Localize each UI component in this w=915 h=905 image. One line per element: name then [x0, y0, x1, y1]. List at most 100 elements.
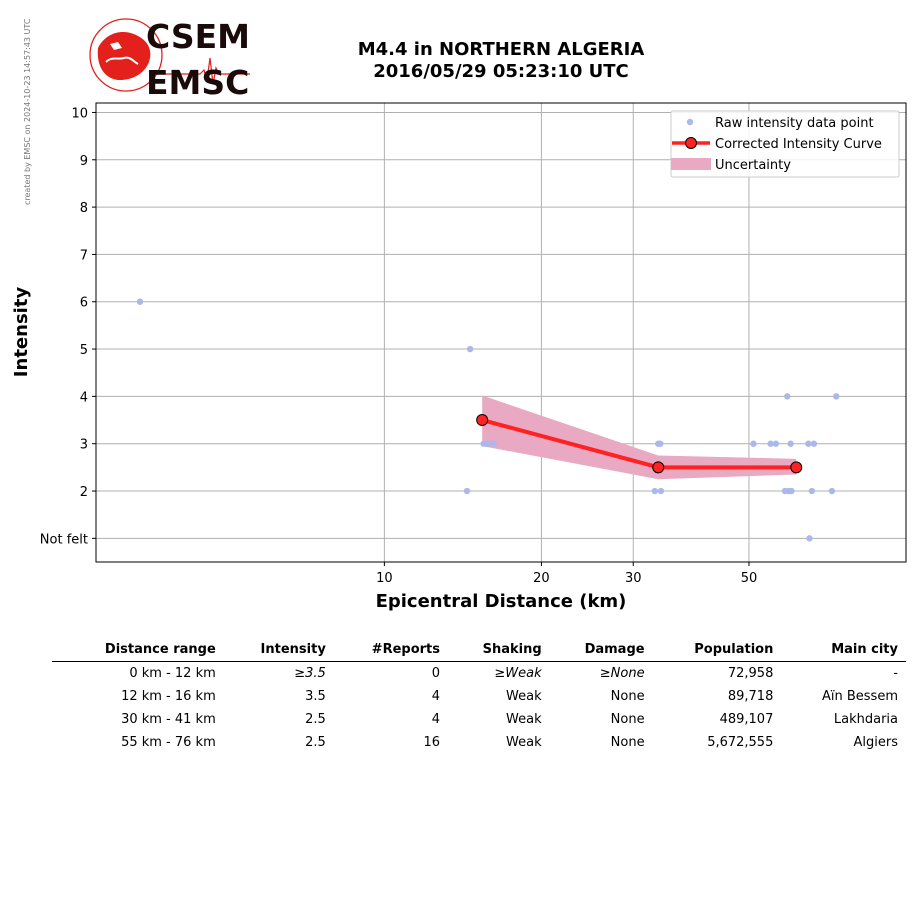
cell-range: 30 km - 41 km [121, 712, 216, 727]
cell-reports: 0 [431, 666, 440, 681]
corrected-curve-point [652, 461, 665, 474]
cell-intensity: 3.5 [305, 689, 326, 704]
raw-data-point [833, 393, 840, 400]
cell-reports: 16 [423, 735, 440, 750]
header-shaking: Shaking [448, 640, 550, 662]
x-tick-label: 30 [625, 571, 642, 586]
raw-data-point [806, 535, 813, 542]
cell-city: Lakhdaria [833, 712, 898, 727]
legend: Raw intensity data point Corrected Inten… [670, 110, 900, 178]
cell-shaking: Weak [506, 689, 542, 704]
cell-population: 89,718 [727, 689, 774, 704]
legend-uncertainty-swatch [671, 158, 711, 170]
cell-shaking: ≥Weak [494, 666, 542, 681]
cell-city: Algiers [853, 735, 898, 750]
plot-frame [95, 102, 907, 563]
y-tick-label: 10 [71, 106, 88, 121]
header-distance-range: Distance range [52, 640, 224, 662]
cell-intensity: ≥3.5 [294, 666, 326, 681]
raw-data-point [490, 440, 497, 447]
cell-population: 5,672,555 [707, 735, 774, 750]
table-row: 55 km - 76 km 2.5 16 Weak None 5,672,555… [52, 731, 906, 754]
legend-curve-label: Corrected Intensity Curve [715, 137, 882, 152]
raw-data-point [787, 440, 794, 447]
legend-raw-label: Raw intensity data point [715, 116, 874, 131]
raw-data-point [828, 487, 836, 495]
cell-damage: None [610, 735, 645, 750]
header-main-city: Main city [781, 640, 906, 662]
y-tick-label: Not felt [40, 532, 88, 547]
corrected-curve-point [790, 461, 803, 474]
y-tick-label: 3 [80, 438, 88, 453]
logo-text-top: CSEM [146, 18, 250, 56]
cell-range: 55 km - 76 km [121, 735, 216, 750]
x-axis-label: Epicentral Distance (km) [376, 591, 627, 612]
y-tick-label: 6 [80, 296, 88, 311]
table-row: 12 km - 16 km 3.5 4 Weak None 89,718 Aïn… [52, 685, 906, 708]
intensity-curve-layer [476, 414, 803, 474]
logo-text-bottom: EMSC [146, 63, 249, 98]
header-population: Population [652, 640, 782, 662]
cell-city: - [893, 666, 898, 681]
legend-uncertainty-label: Uncertainty [715, 158, 791, 173]
raw-data-point [810, 440, 818, 447]
cell-population: 489,107 [719, 712, 774, 727]
y-tick-label: 8 [80, 201, 88, 216]
cell-city: Aïn Bessem [821, 689, 898, 704]
raw-data-point [484, 440, 492, 447]
raw-data-point [651, 487, 659, 495]
raw-data-point [136, 298, 144, 305]
raw-data-point [784, 393, 791, 400]
y-tick-label: 9 [80, 154, 88, 169]
raw-data-point [657, 440, 664, 447]
raw-data-point [463, 487, 471, 495]
cell-range: 12 km - 16 km [121, 689, 216, 704]
header-intensity: Intensity [223, 640, 334, 662]
raw-data-point [767, 440, 774, 447]
raw-data-point [788, 487, 795, 495]
uncertainty-band-layer [482, 395, 797, 480]
tick-labels: Not felt 2 3 4 5 6 7 8 9 10 10 20 30 50 [40, 106, 757, 586]
chart-title-line-1: M4.4 in NORTHERN ALGERIA [358, 39, 645, 60]
side-note: created by EMSC on 2024-10-23 14:57:43 U… [23, 18, 32, 205]
y-tick-label: 2 [80, 485, 88, 500]
table-row: 0 km - 12 km ≥3.5 0 ≥Weak ≥None 72,958 - [52, 662, 906, 686]
table-row: 30 km - 41 km 2.5 4 Weak None 489,107 La… [52, 708, 906, 731]
header-damage: Damage [549, 640, 653, 662]
y-tick-label: 4 [80, 390, 88, 405]
raw-data-point [466, 345, 474, 353]
y-tick-label: 7 [80, 248, 88, 263]
x-tick-label: 20 [533, 571, 550, 586]
x-tick-label: 10 [376, 571, 393, 586]
table-header-row: Distance range Intensity #Reports Shakin… [52, 640, 906, 662]
raw-data-point [657, 487, 665, 495]
summary-table: Distance range Intensity #Reports Shakin… [52, 640, 906, 754]
emsc-logo: CSEM EMSC [89, 18, 250, 98]
y-axis-label: Intensity [11, 287, 32, 378]
raw-data-point [750, 440, 757, 447]
header-reports: #Reports [333, 640, 448, 662]
chart: M4.4 in NORTHERN ALGERIA 2016/05/29 05:2… [11, 39, 907, 612]
raw-points-layer [136, 298, 840, 542]
legend-curve-marker [685, 137, 697, 149]
cell-reports: 4 [431, 689, 440, 704]
cell-shaking: Weak [506, 712, 542, 727]
raw-data-point [805, 440, 812, 447]
cell-population: 72,958 [727, 666, 774, 681]
legend-box [670, 110, 900, 178]
cell-range: 0 km - 12 km [129, 666, 216, 681]
chart-title-line-2: 2016/05/29 05:23:10 UTC [373, 61, 629, 82]
raw-data-point [808, 487, 816, 495]
legend-raw-marker [686, 118, 694, 126]
x-tick-label: 50 [741, 571, 758, 586]
cell-damage: None [610, 689, 645, 704]
cell-damage: ≥None [599, 666, 645, 681]
corrected-curve-point [476, 414, 489, 427]
cell-reports: 4 [431, 712, 440, 727]
cell-shaking: Weak [506, 735, 542, 750]
cell-intensity: 2.5 [305, 735, 326, 750]
uncertainty-band [482, 395, 797, 480]
side-note-text: created by EMSC on 2024-10-23 14:57:43 U… [23, 18, 32, 205]
raw-data-point [772, 440, 780, 447]
cell-damage: None [610, 712, 645, 727]
